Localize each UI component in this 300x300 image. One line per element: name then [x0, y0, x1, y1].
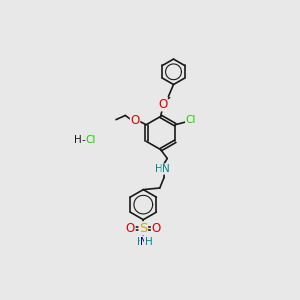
Text: N: N: [140, 237, 148, 247]
Text: Cl: Cl: [85, 135, 95, 145]
Text: Cl: Cl: [186, 115, 196, 125]
Text: H: H: [155, 164, 163, 174]
Text: H: H: [145, 237, 152, 247]
Text: O: O: [130, 114, 140, 127]
Text: S: S: [139, 222, 148, 235]
Text: O: O: [126, 222, 135, 235]
Text: H: H: [74, 135, 82, 145]
Text: N: N: [162, 164, 170, 174]
Text: O: O: [158, 98, 167, 111]
Text: O: O: [152, 222, 161, 235]
Text: H: H: [136, 237, 144, 247]
Text: -: -: [81, 135, 85, 145]
